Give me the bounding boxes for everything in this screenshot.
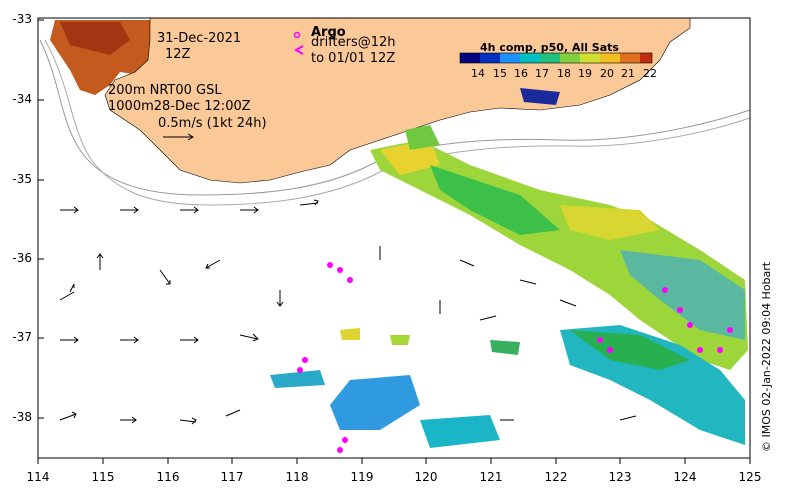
drifters-line1: drifters@12h	[311, 35, 396, 50]
lat-label: -38	[12, 410, 32, 424]
colorbar-tick: 20	[600, 67, 614, 80]
lon-label: 120	[414, 470, 438, 484]
colorbar-tick: 21	[621, 67, 635, 80]
drifter-marker	[293, 45, 304, 55]
contour-1000m	[44, 39, 751, 206]
sst-eddy-patch	[620, 250, 745, 340]
scale-arrow	[163, 133, 194, 141]
colorbar-tick: 18	[557, 67, 571, 80]
colorbar-tick: 22	[643, 67, 657, 80]
lon-label: 115	[91, 470, 115, 484]
drifters-line2: to 01/01 12Z	[311, 51, 396, 66]
current-vectors	[59, 199, 637, 425]
lon-label: 124	[673, 470, 697, 484]
argo-marker	[293, 31, 301, 39]
colorbar-title: 4h comp, p50, All Sats	[480, 41, 619, 54]
colorbar-tick: 15	[493, 67, 507, 80]
scale-label: 0.5m/s (1kt 24h)	[158, 116, 267, 131]
lon-label: 122	[544, 470, 568, 484]
argo-label: Argo	[311, 25, 346, 40]
date-line2: 12Z	[165, 47, 191, 62]
axis-ticks	[37, 19, 751, 464]
lon-label: 125	[738, 470, 762, 484]
lon-label: 121	[479, 470, 503, 484]
lat-label: -34	[12, 92, 32, 106]
date-line1: 31-Dec-2021	[157, 31, 242, 46]
colorbar	[459, 52, 653, 64]
sst-patch-south	[330, 375, 420, 430]
depth-line1: 200m NRT00 GSL	[108, 83, 222, 98]
colorbar-tick: 16	[514, 67, 528, 80]
lat-label: -36	[12, 251, 32, 265]
lon-label: 116	[156, 470, 180, 484]
lon-label: 118	[285, 470, 309, 484]
depth-line2: 1000m28-Dec 12:00Z	[108, 99, 251, 114]
lat-label: -33	[12, 12, 32, 26]
contour-200m	[39, 39, 751, 196]
lat-label: -35	[12, 172, 32, 186]
colorbar-tick: 17	[535, 67, 549, 80]
plot-frame	[37, 17, 751, 459]
colorbar-tick: 19	[578, 67, 592, 80]
colorbar-tick: 14	[471, 67, 485, 80]
lon-label: 114	[26, 470, 50, 484]
lon-label: 119	[350, 470, 374, 484]
lat-label: -37	[12, 330, 32, 344]
lon-label: 117	[220, 470, 244, 484]
drifter-tracks	[297, 262, 733, 453]
lon-label: 123	[608, 470, 632, 484]
credit-text: © IMOS 02-Jan-2022 09:04 Hobart	[760, 261, 773, 452]
